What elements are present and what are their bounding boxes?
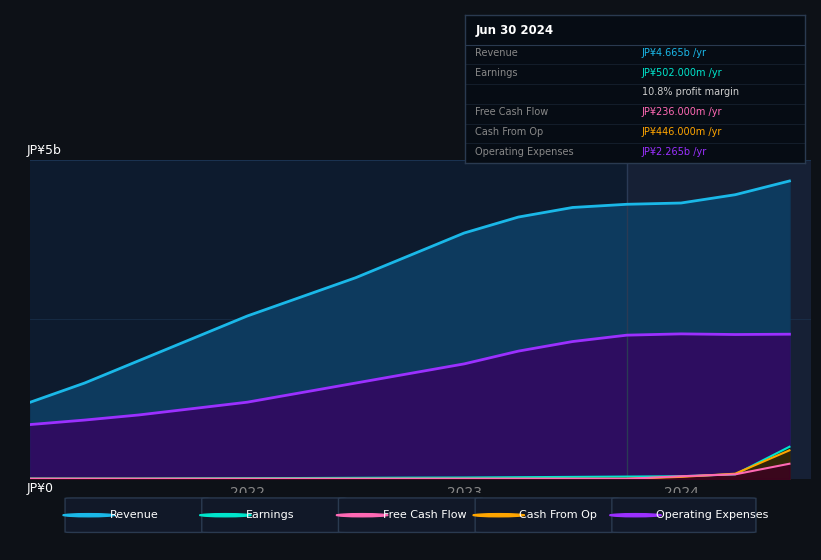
Text: JP¥446.000m /yr: JP¥446.000m /yr — [642, 127, 722, 137]
Text: JP¥236.000m /yr: JP¥236.000m /yr — [642, 107, 722, 117]
FancyBboxPatch shape — [475, 498, 619, 533]
Text: JP¥502.000m /yr: JP¥502.000m /yr — [642, 68, 722, 78]
FancyBboxPatch shape — [202, 498, 346, 533]
Text: Earnings: Earnings — [246, 510, 295, 520]
Text: Earnings: Earnings — [475, 68, 518, 78]
Circle shape — [337, 514, 388, 517]
Text: Cash From Op: Cash From Op — [520, 510, 598, 520]
FancyBboxPatch shape — [338, 498, 483, 533]
Text: Free Cash Flow: Free Cash Flow — [383, 510, 466, 520]
FancyBboxPatch shape — [65, 498, 209, 533]
Text: Free Cash Flow: Free Cash Flow — [475, 107, 548, 117]
Text: Revenue: Revenue — [109, 510, 158, 520]
Text: Operating Expenses: Operating Expenses — [656, 510, 768, 520]
Text: Jun 30 2024: Jun 30 2024 — [475, 24, 553, 37]
Text: Revenue: Revenue — [475, 48, 518, 58]
Text: Operating Expenses: Operating Expenses — [475, 147, 574, 157]
Text: JP¥2.265b /yr: JP¥2.265b /yr — [642, 147, 707, 157]
Text: JP¥4.665b /yr: JP¥4.665b /yr — [642, 48, 707, 58]
Circle shape — [200, 514, 251, 517]
Text: Cash From Op: Cash From Op — [475, 127, 544, 137]
Circle shape — [473, 514, 525, 517]
Circle shape — [63, 514, 115, 517]
Text: JP¥5b: JP¥5b — [26, 144, 61, 157]
Text: 10.8% profit margin: 10.8% profit margin — [642, 87, 739, 97]
Circle shape — [610, 514, 662, 517]
Bar — [626, 160, 811, 479]
Text: JP¥0: JP¥0 — [26, 482, 53, 494]
FancyBboxPatch shape — [612, 498, 756, 533]
